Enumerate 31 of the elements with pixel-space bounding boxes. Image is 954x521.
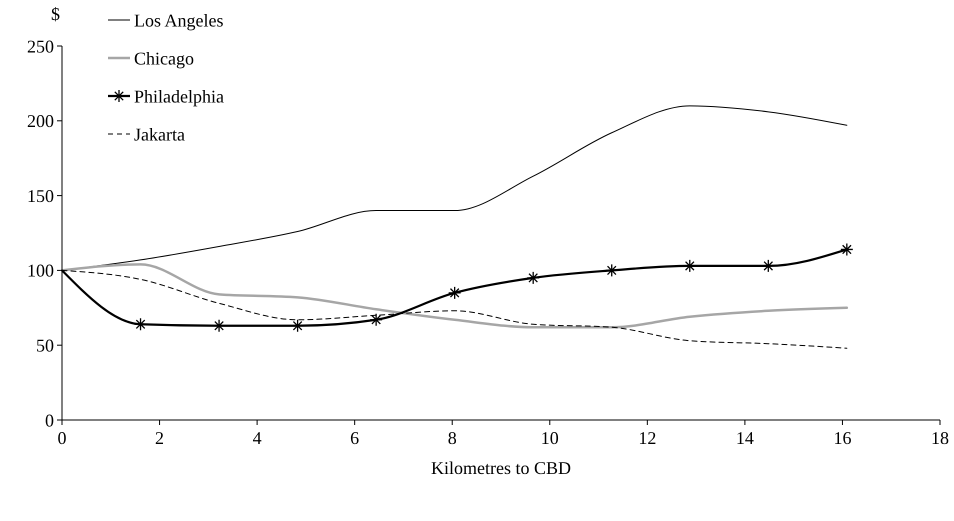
y-tick-label: 0 [45,410,54,430]
x-tick-label: 0 [58,428,66,448]
x-tick-label: 4 [252,428,262,448]
x-tick-label: 14 [736,428,754,448]
x-axis-title: Kilometres to CBD [431,458,571,478]
x-tick-label: 8 [448,428,457,448]
point [683,259,696,273]
point [369,313,383,326]
x-tick-label: 10 [540,428,559,448]
x-tick-label: 12 [638,428,656,448]
y-tick-label: 50 [36,336,54,356]
y-tick-label: 250 [27,36,54,56]
y-tick-label: 200 [27,111,54,132]
legend-label: Los Angeles [134,10,224,30]
legend-label: Philadelphia [134,86,224,106]
point [448,286,462,300]
point [762,259,775,273]
line-series [60,263,848,328]
point [605,264,618,278]
x-tick-label: 18 [931,428,949,448]
legend-label: Chicago [134,48,194,68]
x-tick-label: 16 [833,428,852,448]
y-tick-label: 150 [27,186,54,206]
point [134,318,148,331]
y-axis-title: $ [51,4,60,24]
point [840,242,854,256]
x-tick-label: 6 [350,428,360,448]
legend-label: Jakarta [134,124,185,144]
point [526,271,540,285]
y-tick-label: 100 [27,260,54,281]
x-tick-label: 2 [155,428,164,448]
